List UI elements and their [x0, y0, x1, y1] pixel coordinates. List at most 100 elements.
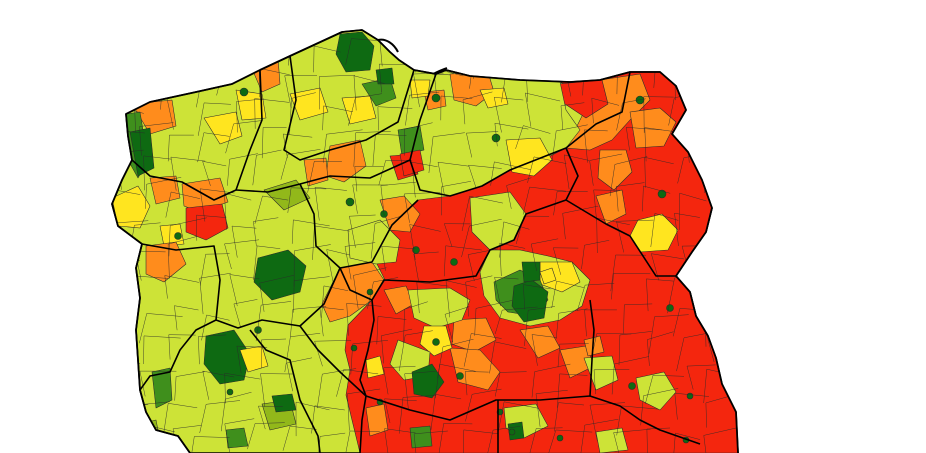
county-edge — [220, 391, 252, 432]
county-edge — [258, 68, 290, 98]
county-edge — [316, 432, 346, 453]
warsaw-small-dg — [521, 261, 541, 283]
county-edge — [174, 305, 199, 331]
county-edge — [167, 236, 198, 279]
orange-east-2 — [597, 149, 633, 191]
county-edge — [167, 134, 194, 162]
county-edge — [465, 275, 493, 317]
city-dot-6 — [345, 197, 355, 207]
mid-yg-2 — [407, 287, 471, 329]
city-dot-14 — [350, 344, 358, 352]
county-edge — [319, 306, 344, 337]
county-edge — [112, 301, 131, 342]
county-edge — [468, 164, 502, 189]
county-edge — [522, 186, 566, 215]
county-edge — [319, 74, 355, 110]
county-edge — [114, 404, 149, 442]
county-edge — [323, 129, 363, 163]
county-edge — [709, 269, 738, 302]
county-edge — [428, 132, 465, 174]
county-edge — [441, 181, 471, 216]
county-edge — [444, 223, 471, 248]
county-edge — [702, 33, 737, 62]
orange-east-1 — [629, 107, 677, 149]
county-edge — [377, 106, 413, 131]
county-edge — [326, 249, 351, 284]
county-edge — [581, 240, 610, 270]
county-edge — [494, 306, 538, 334]
county-edge — [489, 341, 527, 374]
county-edge — [370, 215, 403, 259]
county-edge — [646, 44, 679, 69]
county-edge — [224, 418, 255, 453]
county-edge — [236, 98, 265, 133]
county-edge — [287, 187, 327, 213]
county-edge — [686, 364, 716, 390]
county-edge — [236, 345, 268, 374]
county-edge — [380, 181, 416, 217]
county-edge — [258, 405, 283, 430]
orange-east-3 — [595, 189, 627, 225]
city-dot-1 — [239, 87, 249, 97]
county-edge — [430, 394, 462, 430]
county-edge — [280, 149, 321, 180]
county-edge — [674, 392, 710, 420]
county-edge — [642, 185, 671, 212]
county-edge — [413, 251, 439, 281]
sw-green-2 — [225, 427, 249, 449]
county-edge — [435, 363, 476, 399]
city-dot-12 — [432, 338, 440, 346]
south-green-1 — [409, 425, 433, 449]
county-edge — [710, 123, 738, 164]
city-dot-8 — [174, 232, 182, 240]
county-edge — [445, 280, 477, 318]
county-edge — [202, 370, 235, 400]
county-edge — [416, 281, 449, 314]
county-edge — [589, 402, 626, 441]
county-edge — [398, 395, 436, 434]
city-dot-23 — [366, 288, 374, 296]
county-edge — [707, 221, 738, 259]
west-orange — [145, 241, 187, 283]
south-yg-1 — [595, 427, 629, 453]
county-edge — [439, 34, 467, 65]
county-edge — [498, 401, 539, 432]
county-edge — [259, 275, 294, 312]
county-edge — [611, 273, 651, 300]
county-edge — [227, 153, 258, 186]
county-edge — [591, 97, 620, 124]
county-edge — [616, 98, 646, 131]
county-edge — [644, 127, 675, 162]
county-edge — [253, 217, 279, 247]
county-edge — [293, 276, 330, 313]
county-edge — [168, 217, 207, 257]
county-edge — [674, 212, 700, 247]
county-edge — [224, 372, 261, 404]
county-edge — [346, 303, 382, 336]
county-edge — [314, 186, 347, 221]
county-edge — [199, 253, 230, 286]
county-edge — [130, 43, 166, 80]
county-edge — [171, 30, 203, 60]
county-edge — [500, 34, 535, 71]
county-edge — [474, 300, 513, 336]
county-edge — [437, 161, 470, 196]
county-edge — [349, 214, 376, 248]
county-edge — [493, 97, 524, 133]
nw-yellow-7 — [159, 223, 185, 247]
county-edge — [112, 333, 130, 369]
county-edge — [437, 423, 473, 453]
county-edge — [405, 91, 440, 126]
county-edge — [189, 436, 230, 453]
county-edge — [291, 219, 330, 244]
county-edge — [247, 422, 285, 450]
city-dot-2 — [431, 93, 441, 103]
county-edge — [525, 92, 561, 127]
county-edge — [143, 155, 172, 191]
city-dot-16 — [628, 382, 636, 390]
county-edge — [557, 373, 588, 408]
county-edge — [524, 306, 555, 346]
county-edge — [112, 267, 130, 300]
county-edge — [321, 285, 349, 318]
county-edge — [529, 427, 563, 453]
